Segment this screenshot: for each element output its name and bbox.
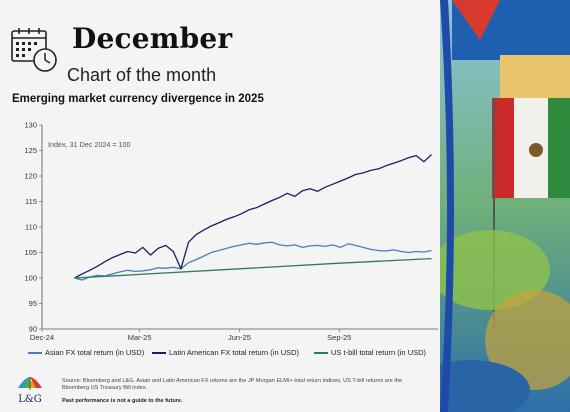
y-tick-label: 130 <box>24 121 37 130</box>
legend-label: Asian FX total return (in USD) <box>45 348 145 357</box>
x-tick-label: Jun-25 <box>228 333 251 342</box>
x-tick-label: Sep-25 <box>327 333 351 342</box>
legend-item-latam-fx: Latin American FX total return (in USD) <box>152 348 299 357</box>
umbrella-logo: L&G <box>18 377 42 405</box>
y-tick-label: 95 <box>29 299 37 308</box>
y-tick-label: 125 <box>24 146 37 155</box>
chart-annotation: Index, 31 Dec 2024 = 100 <box>48 140 131 149</box>
line-chart: 90 95 100 105 110 115 120 125 130 Dec-24 Mar-25 Jun… <box>24 121 438 342</box>
legend-swatch <box>152 351 166 354</box>
page-subtitle: Chart of the month <box>67 65 217 85</box>
y-tick-label: 110 <box>25 223 37 232</box>
y-tick-label: 105 <box>24 248 37 257</box>
y-tick-label: 100 <box>24 274 37 283</box>
source-note: Source: Bloomberg and L&G. Asian and Lat… <box>62 378 403 391</box>
y-tick-label: 90 <box>29 325 37 334</box>
series-line-asian-fx <box>74 241 432 281</box>
y-tick-label: 115 <box>25 197 37 206</box>
y-tick-label: 120 <box>24 172 37 181</box>
legend-item-asian-fx: Asian FX total return (in USD) <box>28 348 144 357</box>
series-line-latam-fx <box>74 154 432 279</box>
legend-label: Latin American FX total return (in USD) <box>169 348 300 357</box>
legend-label: US t-bill total return (in USD) <box>331 348 427 357</box>
page-title: December <box>72 22 233 55</box>
logo-text: L&G <box>18 394 42 405</box>
chart-card: December Chart of the month Emerging mar… <box>0 0 450 412</box>
chart-title: Emerging market currency divergence in 2… <box>12 93 264 105</box>
disclaimer: Past performance is not a guide to the f… <box>62 398 183 404</box>
calendar-clock-icon <box>11 28 57 72</box>
legend-swatch <box>314 351 328 354</box>
x-tick-label: Mar-25 <box>128 333 152 342</box>
legend-item-us-tbill: US t-bill total return (in USD) <box>314 348 426 357</box>
series-line-us-tbill <box>74 257 432 279</box>
flags-photo <box>440 0 570 412</box>
x-tick-label: Dec-24 <box>30 333 54 342</box>
legend-swatch <box>28 351 42 354</box>
